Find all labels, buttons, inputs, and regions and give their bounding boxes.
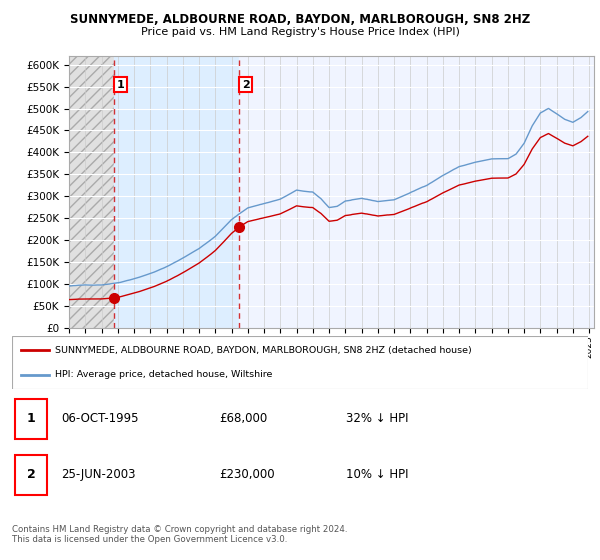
- FancyBboxPatch shape: [15, 399, 47, 439]
- Bar: [69, 56, 115, 328]
- Text: 06-OCT-1995: 06-OCT-1995: [61, 412, 139, 426]
- Text: 32% ↓ HPI: 32% ↓ HPI: [346, 412, 409, 426]
- Text: 2: 2: [26, 468, 35, 482]
- Text: Contains HM Land Registry data © Crown copyright and database right 2024.
This d: Contains HM Land Registry data © Crown c…: [12, 525, 347, 544]
- Text: HPI: Average price, detached house, Wiltshire: HPI: Average price, detached house, Wilt…: [55, 370, 272, 379]
- Text: SUNNYMEDE, ALDBOURNE ROAD, BAYDON, MARLBOROUGH, SN8 2HZ: SUNNYMEDE, ALDBOURNE ROAD, BAYDON, MARLB…: [70, 13, 530, 26]
- Text: SUNNYMEDE, ALDBOURNE ROAD, BAYDON, MARLBOROUGH, SN8 2HZ (detached house): SUNNYMEDE, ALDBOURNE ROAD, BAYDON, MARLB…: [55, 346, 472, 355]
- Text: £68,000: £68,000: [220, 412, 268, 426]
- Text: 2: 2: [242, 80, 250, 90]
- Text: 25-JUN-2003: 25-JUN-2003: [61, 468, 136, 482]
- FancyBboxPatch shape: [12, 336, 588, 389]
- Text: 10% ↓ HPI: 10% ↓ HPI: [346, 468, 409, 482]
- FancyBboxPatch shape: [15, 455, 47, 495]
- Text: 1: 1: [117, 80, 125, 90]
- Text: £230,000: £230,000: [220, 468, 275, 482]
- Text: 1: 1: [26, 412, 35, 426]
- Text: Price paid vs. HM Land Registry's House Price Index (HPI): Price paid vs. HM Land Registry's House …: [140, 27, 460, 38]
